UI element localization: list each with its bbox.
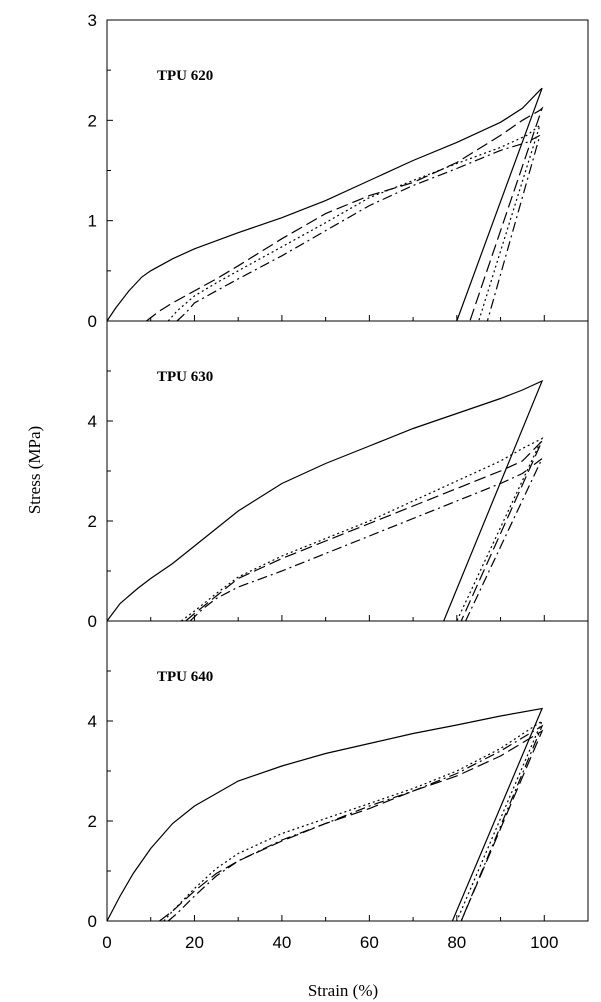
x-tick-label: 0 bbox=[102, 933, 111, 952]
x-axis: 0 20 40 60 80 100 bbox=[102, 933, 558, 952]
series-line-4 bbox=[189, 458, 543, 622]
y-axis-title: Stress (MPa) bbox=[25, 426, 44, 514]
y-tick-label: 4 bbox=[88, 712, 97, 731]
series-line-4 bbox=[176, 134, 541, 322]
series-line-3 bbox=[167, 123, 542, 322]
series-line-2 bbox=[159, 729, 544, 922]
panel-1: 0 1 2 3 TPU 620 bbox=[88, 11, 589, 331]
panels-group: 0 1 2 3 TPU 620 0 2 4 TPU 630 0 2 4 TPU 640 bbox=[88, 11, 589, 931]
y-tick-label: 0 bbox=[88, 612, 97, 631]
y-tick-label: 1 bbox=[88, 212, 97, 231]
x-tick-label: 100 bbox=[530, 933, 558, 952]
y-tick-label: 3 bbox=[88, 11, 97, 30]
panel-title: TPU 620 bbox=[157, 68, 213, 84]
series-line-3 bbox=[180, 437, 544, 622]
series-line-2 bbox=[185, 440, 543, 622]
y-tick-label: 2 bbox=[88, 111, 97, 130]
y-tick-label: 2 bbox=[88, 512, 97, 531]
panel-3: 0 2 4 TPU 640 bbox=[88, 620, 589, 931]
panel-2: 0 2 4 TPU 630 bbox=[88, 320, 589, 631]
plot-frame bbox=[106, 19, 589, 322]
series-line-3 bbox=[163, 719, 544, 922]
y-tick-label: 0 bbox=[88, 312, 97, 331]
x-tick-label: 60 bbox=[360, 933, 379, 952]
series-line-1 bbox=[106, 87, 543, 322]
series-line-4 bbox=[167, 724, 544, 922]
series-line-1 bbox=[106, 379, 544, 622]
x-tick-label: 80 bbox=[447, 933, 466, 952]
series-line-2 bbox=[146, 106, 544, 322]
series-line-1 bbox=[106, 707, 544, 922]
x-axis-title: Strain (%) bbox=[308, 981, 378, 1000]
panel-title: TPU 640 bbox=[157, 669, 213, 685]
x-tick-label: 40 bbox=[272, 933, 291, 952]
y-tick-label: 2 bbox=[88, 812, 97, 831]
y-tick-label: 0 bbox=[88, 912, 97, 931]
y-tick-label: 4 bbox=[88, 412, 97, 431]
x-tick-label: 20 bbox=[185, 933, 204, 952]
plot-frame bbox=[106, 320, 589, 622]
panel-title: TPU 630 bbox=[157, 369, 213, 385]
